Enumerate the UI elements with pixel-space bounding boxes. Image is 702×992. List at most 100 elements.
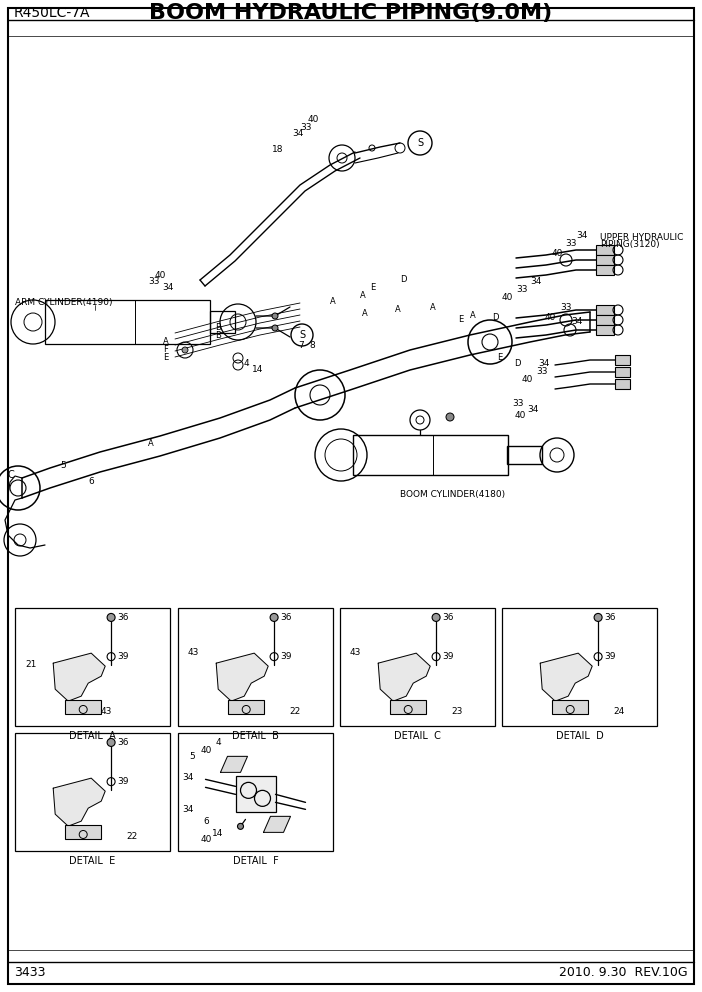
- Bar: [596, 315, 614, 325]
- Text: D: D: [492, 313, 498, 322]
- Text: 34: 34: [183, 774, 194, 783]
- Text: 3433: 3433: [14, 966, 46, 979]
- Bar: [15, 608, 170, 726]
- Text: A: A: [470, 310, 476, 319]
- Text: 2010. 9.30  REV.10G: 2010. 9.30 REV.10G: [559, 966, 688, 979]
- Circle shape: [272, 325, 278, 331]
- Bar: [390, 700, 426, 714]
- Text: 34: 34: [571, 317, 583, 326]
- Text: 40: 40: [552, 250, 564, 259]
- Text: 39: 39: [117, 777, 128, 786]
- Text: 4: 4: [244, 358, 250, 367]
- Text: A: A: [395, 306, 401, 314]
- Circle shape: [594, 613, 602, 621]
- Bar: [65, 825, 101, 839]
- Text: R450LC-7A: R450LC-7A: [14, 6, 91, 20]
- Bar: [178, 733, 333, 851]
- Text: D: D: [400, 276, 406, 285]
- Text: 36: 36: [442, 613, 453, 622]
- Text: 39: 39: [604, 652, 616, 661]
- Text: 8: 8: [309, 340, 314, 349]
- Text: A: A: [330, 298, 336, 307]
- Text: E: E: [370, 284, 376, 293]
- Bar: [615, 379, 630, 389]
- Polygon shape: [216, 653, 268, 701]
- Bar: [502, 608, 657, 726]
- Text: 39: 39: [442, 652, 453, 661]
- Bar: [228, 700, 264, 714]
- Text: 5: 5: [189, 752, 195, 761]
- Bar: [596, 265, 614, 275]
- Bar: [45, 300, 210, 344]
- Bar: [507, 446, 542, 464]
- Text: A: A: [148, 439, 154, 448]
- Bar: [596, 305, 614, 315]
- Circle shape: [432, 613, 440, 621]
- Text: 24: 24: [614, 707, 625, 716]
- Text: UPPER HYDRAULIC: UPPER HYDRAULIC: [600, 233, 683, 242]
- Circle shape: [107, 738, 115, 746]
- Text: DETAIL  B: DETAIL B: [232, 731, 279, 741]
- Text: 14: 14: [252, 365, 263, 375]
- Polygon shape: [53, 653, 105, 701]
- Bar: [178, 608, 333, 726]
- Text: 43: 43: [350, 649, 362, 658]
- Circle shape: [107, 613, 115, 621]
- Text: 33: 33: [565, 238, 576, 247]
- Text: 33: 33: [300, 122, 312, 132]
- Bar: [596, 245, 614, 255]
- Bar: [615, 355, 630, 365]
- Polygon shape: [541, 653, 592, 701]
- Text: E: E: [163, 353, 168, 362]
- Text: DETAIL  D: DETAIL D: [555, 731, 604, 741]
- Bar: [15, 733, 170, 851]
- Bar: [65, 700, 101, 714]
- Text: ARM CYLINDER(4190): ARM CYLINDER(4190): [15, 299, 112, 308]
- Text: 5: 5: [60, 460, 66, 469]
- Text: 34: 34: [183, 806, 194, 814]
- Circle shape: [182, 347, 188, 353]
- Text: 40: 40: [155, 271, 166, 280]
- Text: 7: 7: [298, 340, 304, 349]
- Text: 22: 22: [126, 832, 138, 841]
- Text: F: F: [163, 345, 168, 354]
- Text: 43: 43: [100, 707, 112, 716]
- Bar: [596, 255, 614, 265]
- Text: 40: 40: [522, 376, 534, 385]
- Text: S: S: [299, 330, 305, 340]
- Text: B: B: [215, 323, 221, 332]
- Circle shape: [270, 613, 278, 621]
- Text: E: E: [497, 353, 502, 362]
- Text: PIPING(3120): PIPING(3120): [600, 240, 660, 250]
- Text: 33: 33: [536, 367, 548, 377]
- Text: 40: 40: [200, 834, 212, 844]
- Text: 40: 40: [308, 115, 319, 125]
- Text: DETAIL  A: DETAIL A: [69, 731, 116, 741]
- Polygon shape: [53, 778, 105, 826]
- Text: 36: 36: [117, 738, 128, 747]
- Text: DETAIL  F: DETAIL F: [232, 856, 279, 866]
- Text: 36: 36: [604, 613, 616, 622]
- Text: BOOM HYDRAULIC PIPING(9.0M): BOOM HYDRAULIC PIPING(9.0M): [150, 3, 552, 23]
- Bar: [353, 435, 508, 475]
- Text: 14: 14: [212, 828, 224, 838]
- Text: 34: 34: [527, 406, 538, 415]
- Text: A: A: [163, 337, 168, 346]
- Text: E: E: [458, 315, 463, 324]
- Text: 6: 6: [203, 817, 209, 826]
- Text: 4: 4: [216, 738, 221, 747]
- Bar: [210, 311, 235, 333]
- Text: 33: 33: [516, 286, 527, 295]
- Text: 21: 21: [25, 660, 37, 670]
- Text: A: A: [360, 291, 366, 300]
- Bar: [340, 608, 495, 726]
- Text: D: D: [514, 358, 520, 367]
- Text: 33: 33: [512, 399, 524, 408]
- Text: C: C: [8, 470, 15, 480]
- Text: 33: 33: [148, 278, 159, 287]
- Text: 34: 34: [576, 231, 588, 240]
- Text: 36: 36: [280, 613, 291, 622]
- Text: DETAIL  E: DETAIL E: [69, 856, 116, 866]
- Text: B: B: [215, 331, 221, 340]
- Text: 34: 34: [538, 358, 550, 367]
